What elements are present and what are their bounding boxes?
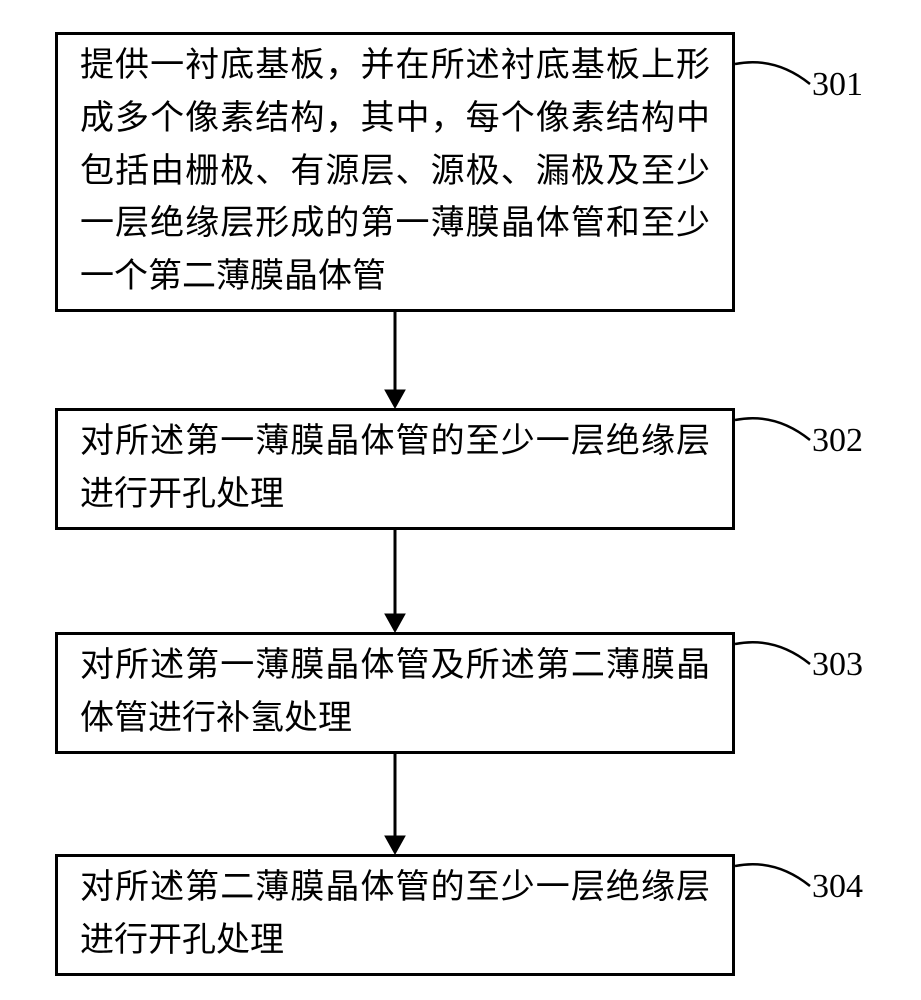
arrow-1-2	[375, 312, 415, 408]
arrow-2-3	[375, 530, 415, 632]
label-302: 302	[812, 422, 863, 460]
flow-step-2: 对所述第一薄膜晶体管的至少一层绝缘层进行开孔处理	[55, 408, 735, 530]
arrow-3-4	[375, 754, 415, 854]
label-301: 301	[812, 66, 863, 104]
leader-301	[735, 56, 815, 96]
flow-step-1-text: 提供一衬底基板，并在所述衬底基板上形成多个像素结构，其中，每个像素结构中包括由栅…	[80, 40, 710, 303]
label-304: 304	[812, 868, 863, 906]
flow-step-2-text: 对所述第一薄膜晶体管的至少一层绝缘层进行开孔处理	[80, 416, 710, 521]
leader-302	[735, 412, 815, 452]
flow-step-3-text: 对所述第一薄膜晶体管及所述第二薄膜晶体管进行补氢处理	[80, 640, 710, 745]
flowchart-canvas: 提供一衬底基板，并在所述衬底基板上形成多个像素结构，其中，每个像素结构中包括由栅…	[0, 0, 921, 1000]
flow-step-4: 对所述第二薄膜晶体管的至少一层绝缘层进行开孔处理	[55, 854, 735, 976]
flow-step-3: 对所述第一薄膜晶体管及所述第二薄膜晶体管进行补氢处理	[55, 632, 735, 754]
flow-step-1: 提供一衬底基板，并在所述衬底基板上形成多个像素结构，其中，每个像素结构中包括由栅…	[55, 32, 735, 312]
leader-304	[735, 858, 815, 898]
leader-303	[735, 636, 815, 676]
flow-step-4-text: 对所述第二薄膜晶体管的至少一层绝缘层进行开孔处理	[80, 862, 710, 967]
label-303: 303	[812, 646, 863, 684]
